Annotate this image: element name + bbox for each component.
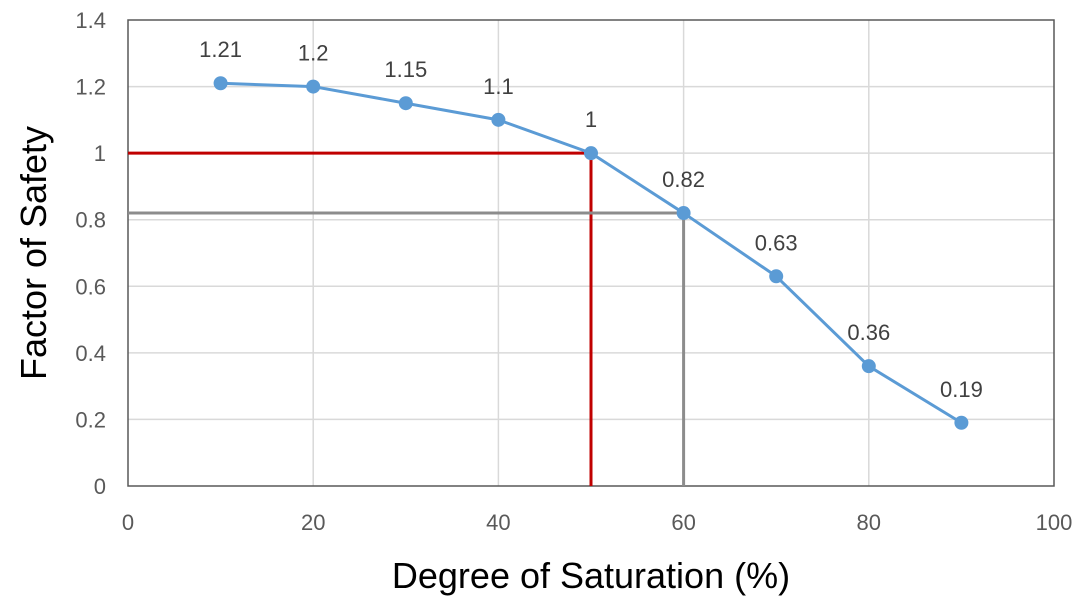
data-point-1 (306, 79, 321, 94)
x-tick-label-0: 0 (122, 510, 134, 535)
y-tick-labels: 0 0.2 0.4 0.6 0.8 1 1.2 1.4 (75, 8, 106, 499)
data-label-2: 1.15 (384, 57, 427, 82)
reference-line-1 (128, 211, 686, 486)
x-tick-label-3: 60 (671, 510, 695, 535)
data-label-8: 0.19 (940, 377, 983, 402)
data-label-0: 1.21 (199, 37, 242, 62)
data-label-3: 1.1 (483, 74, 514, 99)
data-label-6: 0.63 (755, 230, 798, 255)
x-tick-label-1: 20 (301, 510, 325, 535)
x-tick-label-2: 40 (486, 510, 510, 535)
x-axis-title: Degree of Saturation (%) (392, 555, 790, 596)
reference-lines (128, 151, 686, 486)
data-label-1: 1.2 (298, 41, 329, 66)
x-tick-label-5: 100 (1036, 510, 1073, 535)
data-point-5 (676, 206, 691, 221)
y-tick-label-1: 0.2 (75, 407, 106, 432)
y-tick-label-5: 1 (94, 141, 106, 166)
y-tick-label-3: 0.6 (75, 274, 106, 299)
x-tick-label-4: 80 (857, 510, 881, 535)
series-group: 1.21 1.2 1.15 1.1 1 0.82 0.63 0.36 0.19 (199, 37, 983, 430)
y-tick-label-6: 1.2 (75, 75, 106, 100)
data-label-5: 0.82 (662, 167, 705, 192)
data-point-6 (769, 269, 784, 284)
y-tick-label-0: 0 (94, 474, 106, 499)
reference-line-0 (128, 151, 593, 486)
data-label-7: 0.36 (847, 320, 890, 345)
data-point-0 (213, 76, 228, 91)
y-tick-label-4: 0.8 (75, 208, 106, 233)
data-point-7 (861, 359, 876, 374)
data-label-4: 1 (585, 107, 597, 132)
y-tick-label-7: 1.4 (75, 8, 106, 33)
x-tick-labels: 0 20 40 60 80 100 (122, 510, 1072, 535)
data-point-8 (954, 415, 969, 430)
data-point-3 (491, 112, 506, 127)
data-point-4 (584, 146, 598, 161)
y-axis-title: Factor of Safety (13, 126, 54, 380)
y-tick-label-2: 0.4 (75, 341, 106, 366)
data-point-2 (398, 96, 413, 111)
